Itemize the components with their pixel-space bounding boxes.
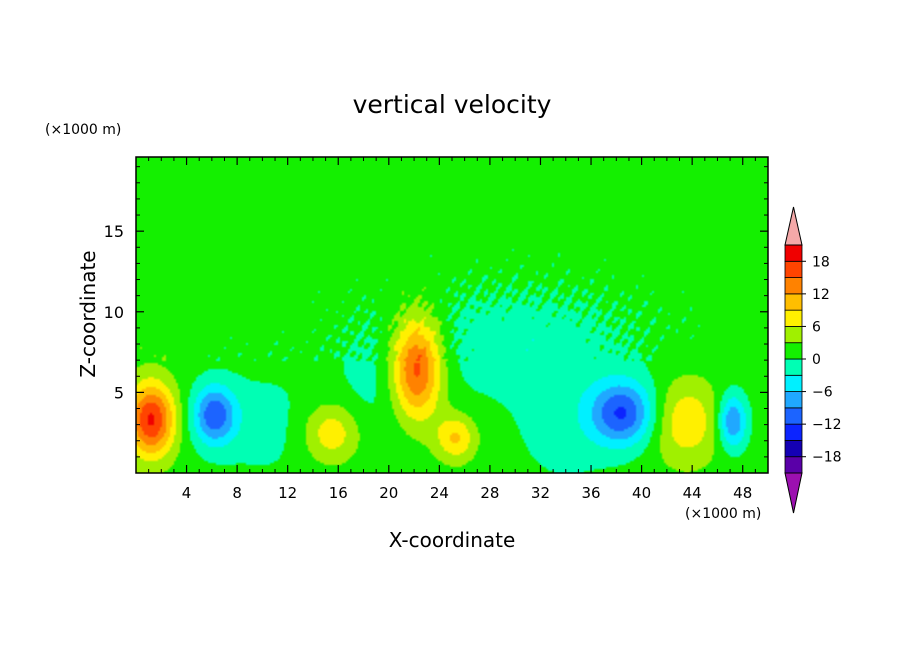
x-axis-ticks: 4 8 12 16 20 24 28 32 36 40 44 48: [148, 157, 756, 502]
x-tick-label: 20: [379, 484, 398, 502]
chart-title: vertical velocity: [353, 90, 552, 119]
y-unit-label: (×1000 m): [45, 122, 121, 138]
colorbar-swatch: [784, 293, 803, 311]
y-axis-ticks: 5 10 15: [104, 166, 768, 458]
x-tick-label: 16: [329, 484, 348, 502]
x-tick-label: 36: [581, 484, 600, 502]
colorbar-tick-label: 18: [812, 254, 830, 270]
colorbar-swatch: [784, 309, 803, 327]
colorbar-under-triangle: [784, 472, 803, 514]
colorbar-tick-label: −18: [812, 450, 842, 466]
colorbar-swatch: [784, 440, 803, 458]
x-tick-label: 24: [430, 484, 449, 502]
colorbar-swatch: [784, 260, 803, 278]
y-axis-label: Z-coordinate: [76, 250, 100, 377]
y-tick-label: 5: [114, 383, 124, 402]
x-tick-label: 12: [278, 484, 297, 502]
x-tick-label: 48: [733, 484, 752, 502]
colorbar-tick-label: 0: [812, 352, 821, 368]
colorbar-swatch: [784, 423, 803, 441]
colorbar-swatch: [784, 342, 803, 360]
x-tick-label: 28: [480, 484, 499, 502]
x-tick-label: 40: [632, 484, 651, 502]
x-axis-label: X-coordinate: [389, 528, 516, 552]
y-tick-label: 10: [104, 303, 124, 322]
velocity-field: [136, 157, 768, 473]
colorbar-swatch: [784, 326, 803, 344]
colorbar: −18 −12 −6 0 6 12 18: [784, 206, 842, 514]
x-tick-label: 8: [232, 484, 242, 502]
colorbar-tick-label: −12: [812, 417, 842, 433]
x-tick-label: 32: [531, 484, 550, 502]
colorbar-swatch: [784, 374, 803, 392]
x-tick-label: 44: [683, 484, 702, 502]
colorbar-over-triangle: [784, 206, 803, 246]
y-tick-label: 15: [104, 222, 124, 241]
colorbar-swatch: [784, 407, 803, 425]
colorbar-swatch: [784, 244, 803, 262]
colorbar-tick-label: 6: [812, 319, 821, 335]
x-unit-label: (×1000 m): [685, 506, 761, 522]
colorbar-swatch: [784, 277, 803, 295]
colorbar-swatch: [784, 358, 803, 376]
colorbar-swatch: [784, 391, 803, 409]
colorbar-swatch: [784, 456, 803, 474]
colorbar-tick-label: −6: [812, 385, 833, 401]
x-tick-label: 4: [182, 484, 192, 502]
colorbar-tick-label: 12: [812, 287, 830, 303]
velocity-field-image: [136, 157, 768, 473]
